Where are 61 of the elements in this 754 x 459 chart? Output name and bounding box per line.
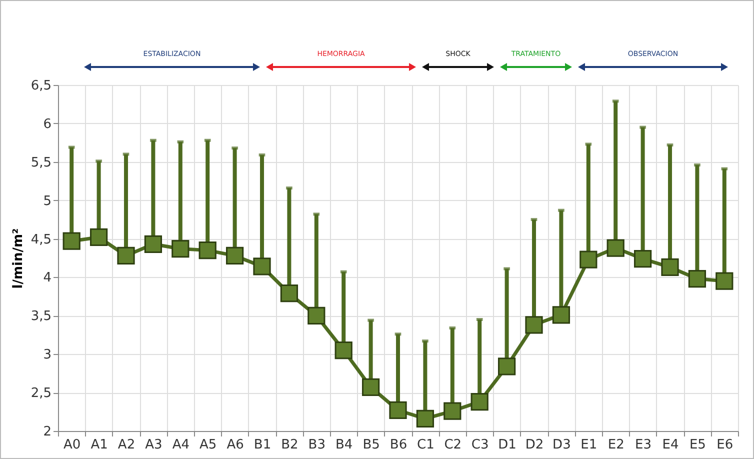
point bbox=[90, 228, 108, 246]
y-tick-label: 6 bbox=[43, 116, 52, 132]
x-tick-label: C2 bbox=[444, 438, 462, 452]
point bbox=[198, 242, 216, 260]
x-tick-label: D3 bbox=[552, 438, 571, 452]
point bbox=[525, 316, 543, 334]
x-tick-label: A0 bbox=[64, 438, 81, 452]
x-tick-label: B3 bbox=[308, 438, 326, 452]
point bbox=[280, 284, 298, 302]
point bbox=[62, 232, 80, 250]
x-tick-label: B2 bbox=[281, 438, 298, 452]
y-tick-label: 4,5 bbox=[30, 232, 52, 248]
x-tick-label: E6 bbox=[716, 438, 734, 452]
point bbox=[580, 250, 598, 268]
point bbox=[144, 235, 162, 253]
x-tick-label: A6 bbox=[226, 438, 244, 452]
x-tick-label: A2 bbox=[118, 438, 136, 452]
x-tick-label: A3 bbox=[145, 438, 162, 452]
y-tick-label: 5,5 bbox=[30, 155, 52, 170]
y-tick-label: 5 bbox=[43, 194, 52, 209]
x-tick-label: B6 bbox=[390, 438, 408, 452]
x-tick-label: C3 bbox=[471, 438, 489, 452]
point bbox=[470, 392, 488, 411]
y-tick-label: 4 bbox=[43, 270, 52, 286]
point bbox=[389, 401, 407, 420]
y-tick-label: 2,5 bbox=[30, 386, 52, 402]
x-tick-label: D2 bbox=[525, 438, 544, 452]
x-tick-label: B1 bbox=[254, 438, 272, 452]
point bbox=[117, 246, 135, 265]
point bbox=[688, 270, 706, 288]
x-tick-label: E1 bbox=[580, 438, 598, 452]
point bbox=[308, 306, 326, 324]
x-tick-label: E4 bbox=[662, 438, 679, 452]
point bbox=[498, 358, 516, 376]
y-tick-label: 3 bbox=[43, 348, 52, 363]
point bbox=[661, 258, 679, 276]
x-tick-label: B5 bbox=[362, 438, 380, 452]
point bbox=[634, 250, 652, 268]
point bbox=[444, 402, 462, 420]
point bbox=[552, 306, 570, 324]
y-tick-label: 3,5 bbox=[30, 309, 52, 324]
point bbox=[416, 410, 434, 428]
point bbox=[334, 341, 352, 360]
x-tick-label: A5 bbox=[200, 438, 217, 452]
point bbox=[172, 240, 190, 258]
x-tick-label: C1 bbox=[417, 438, 434, 452]
x-tick-label: A4 bbox=[172, 438, 190, 452]
y-tick-label: 2 bbox=[43, 424, 52, 440]
x-tick-label: E2 bbox=[608, 438, 624, 452]
y-tick-label: 6,5 bbox=[30, 78, 52, 94]
point bbox=[253, 258, 271, 276]
point bbox=[226, 246, 244, 265]
x-tick-label: D1 bbox=[498, 438, 516, 452]
point bbox=[606, 239, 624, 257]
x-tick-label: A1 bbox=[90, 438, 108, 452]
point bbox=[716, 272, 734, 290]
x-tick-label: B4 bbox=[336, 438, 353, 452]
y-axis-title: l/min/m² bbox=[10, 228, 26, 289]
x-tick-label: E5 bbox=[689, 438, 706, 452]
point bbox=[362, 378, 380, 396]
x-tick-label: E3 bbox=[635, 438, 652, 452]
